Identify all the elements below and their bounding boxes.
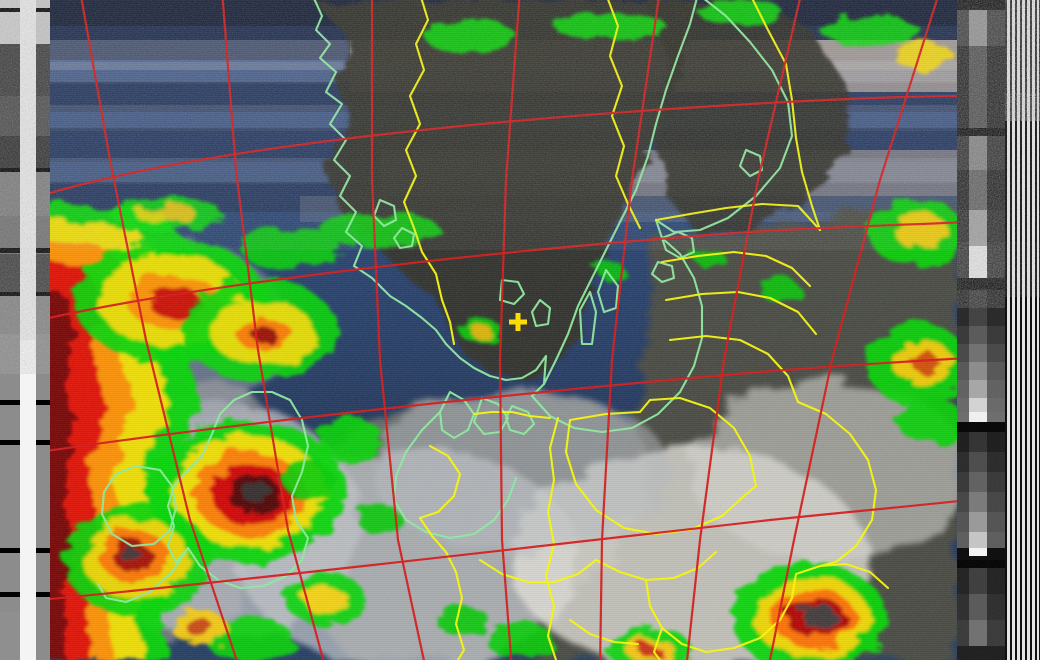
grain-noise-bottom	[50, 250, 957, 660]
right-sync-bar	[1005, 0, 1040, 660]
satellite-image-canvas	[50, 0, 957, 660]
satellite-image-svg	[50, 0, 957, 660]
left-telemetry-wedge	[0, 0, 20, 660]
right-telemetry-wedge	[957, 0, 1005, 660]
left-sync-bar	[20, 0, 36, 660]
grain-noise-top	[50, 0, 957, 250]
left-telemetry-wedge-secondary	[36, 0, 50, 660]
